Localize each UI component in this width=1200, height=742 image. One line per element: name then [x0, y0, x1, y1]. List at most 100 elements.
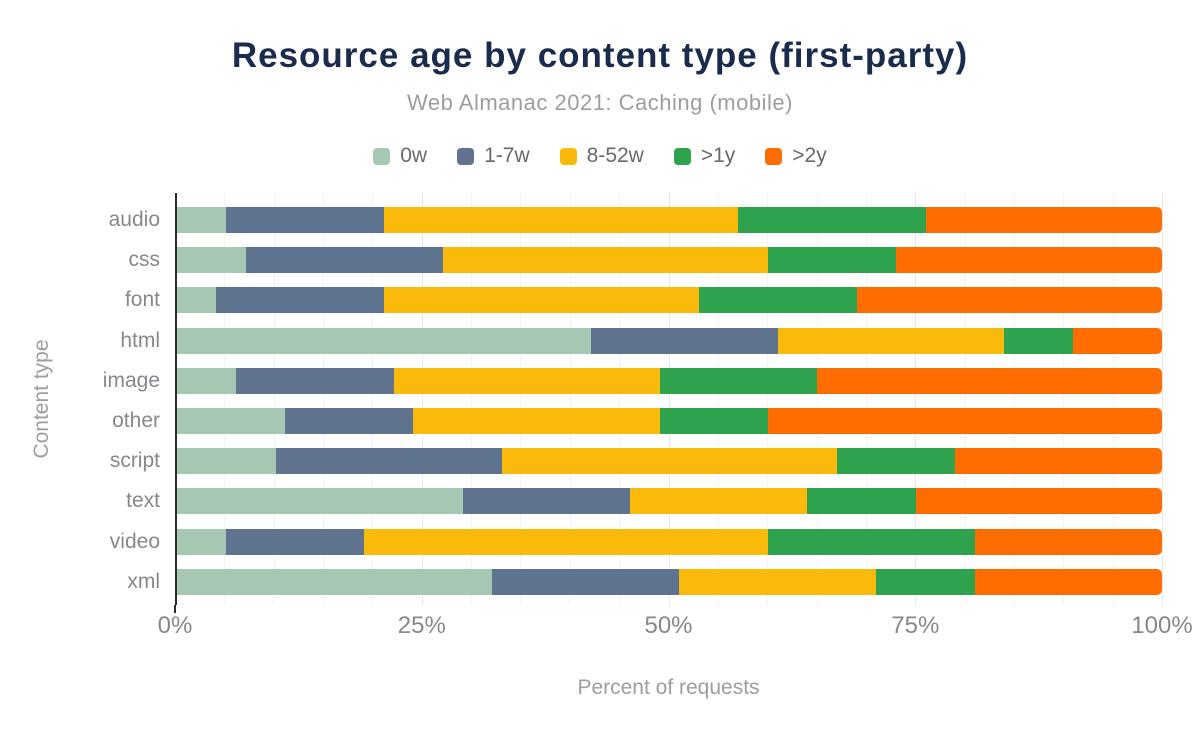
legend-label: >2y: [792, 144, 827, 167]
bar-segment-text->1y: [807, 488, 916, 515]
bar-segment-xml-1-7w: [492, 568, 680, 595]
legend-item-4: >2y: [765, 144, 827, 168]
bar-segment-xml->1y: [876, 568, 975, 595]
gridline: [767, 193, 769, 605]
bar-segment-video->1y: [767, 528, 975, 555]
bar-segment-other-1-7w: [285, 408, 414, 434]
bar-segment-audio-8-52w: [383, 207, 739, 233]
bar-segment-script-0w: [177, 448, 276, 475]
gridline: [520, 193, 522, 605]
legend-label: 1-7w: [484, 144, 530, 167]
legend-swatch: [673, 147, 691, 165]
gridline: [323, 193, 324, 605]
bar-segment-video-1-7w: [226, 528, 365, 555]
bar-segment-other->2y: [767, 408, 1162, 434]
legend-swatch: [559, 147, 577, 165]
bar-row-css: [177, 247, 1162, 274]
gridline: [619, 193, 621, 605]
bar-segment-audio->2y: [925, 207, 1162, 233]
gridline: [964, 193, 966, 605]
bar-segment-font->2y: [856, 287, 1162, 314]
chart-subtitle: Web Almanac 2021: Caching (mobile): [407, 90, 793, 115]
bar-segment-image->1y: [659, 367, 818, 394]
legend-swatch: [765, 147, 783, 165]
gridline: [865, 193, 867, 605]
bar-row-font: [177, 287, 1162, 314]
gridline: [1063, 193, 1065, 605]
gridline: [569, 193, 571, 605]
bar-segment-xml-0w: [177, 568, 493, 595]
bar-segment-html->2y: [1073, 327, 1162, 354]
legend-item-0: 0w: [373, 144, 427, 168]
legend-item-1: 1-7w: [457, 144, 530, 168]
x-tick-label-75: 75%: [891, 612, 940, 639]
gridline: [915, 193, 917, 605]
bar-segment-xml-8-52w: [679, 568, 877, 595]
bar-row-audio: [177, 207, 1162, 233]
gridline: [1162, 193, 1163, 605]
bar-row-video: [177, 528, 1162, 555]
bar-segment-image-8-52w: [393, 367, 660, 394]
bar-segment-font-0w: [177, 287, 217, 314]
bar-segment-text-8-52w: [630, 488, 808, 515]
gridline: [668, 193, 670, 605]
y-category-label-script: script: [109, 449, 160, 473]
gridline: [816, 193, 818, 605]
x-tick-label-25: 25%: [397, 612, 446, 639]
bar-row-script: [177, 448, 1162, 475]
y-category-label-other: other: [112, 409, 160, 432]
bar-segment-text-0w: [177, 488, 463, 515]
bar-segment-html-0w: [177, 327, 591, 354]
legend-item-3: >1y: [673, 144, 736, 168]
bar-segment-xml->2y: [974, 568, 1162, 595]
x-tick-label-50: 50%: [644, 612, 693, 639]
bar-segment-css-1-7w: [245, 247, 443, 274]
bar-row-text: [177, 488, 1162, 515]
bar-segment-css->2y: [896, 247, 1162, 274]
bar-segment-html-1-7w: [590, 327, 778, 354]
bar-segment-script->2y: [955, 448, 1162, 475]
bar-segment-image-0w: [177, 367, 237, 394]
bar-segment-font-1-7w: [216, 287, 384, 314]
y-category-label-video: video: [109, 529, 160, 553]
bar-segment-text-1-7w: [462, 488, 631, 515]
bar-segment-html->1y: [1004, 327, 1074, 354]
gridline: [224, 193, 226, 605]
y-category-label-text: text: [126, 489, 160, 513]
chart-title: Resource age by content type (first-part…: [231, 36, 969, 75]
bar-segment-audio->1y: [738, 207, 926, 233]
legend: 0w 1-7w 8-52w >1y >2y: [0, 144, 1200, 168]
bar-segment-audio-1-7w: [226, 207, 384, 233]
bar-row-html: [177, 327, 1162, 354]
bar-segment-css-8-52w: [442, 247, 768, 274]
x-tick-label-100: 100%: [1131, 612, 1193, 639]
bar-segment-font-8-52w: [383, 287, 700, 314]
plot-area: [175, 193, 1163, 605]
bar-segment-css-0w: [177, 247, 246, 274]
bar-segment-html-8-52w: [777, 327, 1005, 354]
bar-segment-video-0w: [177, 528, 227, 555]
bar-segment-script-8-52w: [502, 448, 837, 475]
y-axis-line: [175, 193, 177, 605]
y-category-label-html: html: [120, 328, 160, 352]
gridline: [471, 193, 473, 605]
gridline: [273, 193, 275, 605]
bar-segment-text->2y: [915, 488, 1162, 515]
bar-row-image: [177, 367, 1162, 394]
bar-segment-other->1y: [659, 408, 768, 434]
y-axis-title: Content type: [30, 339, 53, 459]
legend-swatch: [373, 147, 391, 165]
bar-segment-video-8-52w: [364, 528, 768, 555]
legend-label: >1y: [700, 144, 736, 167]
x-tick-label-0: 0%: [157, 612, 193, 639]
x-axis-title: Percent of requests: [577, 676, 760, 699]
bar-segment-other-8-52w: [413, 408, 660, 434]
bar-segment-css->1y: [767, 247, 897, 274]
legend-item-2: 8-52w: [559, 144, 644, 168]
bar-row-xml: [177, 568, 1162, 595]
bar-segment-image->2y: [817, 367, 1162, 394]
gridline: [421, 193, 423, 605]
y-category-label-xml: xml: [127, 569, 160, 593]
legend-label: 0w: [400, 144, 428, 167]
